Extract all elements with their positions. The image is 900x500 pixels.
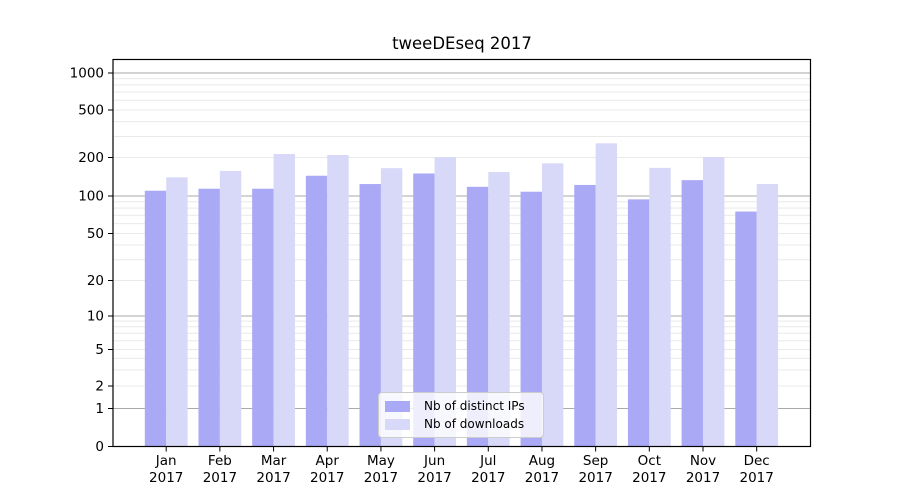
bar-downloads-mar (273, 153, 295, 447)
bar-distinct-ips-aug (520, 191, 542, 447)
bar-distinct-ips-mar (252, 188, 274, 447)
legend-item-downloads: Nb of downloads (385, 417, 537, 431)
plot-border (112, 58, 812, 448)
bar-distinct-ips-jul (466, 186, 489, 447)
bar-distinct-ips-may (359, 184, 381, 447)
bar-downloads-may (380, 168, 403, 447)
bar-downloads-apr (327, 154, 349, 447)
x-tick-label: May 2017 (364, 453, 398, 486)
x-tick-label: Mar 2017 (256, 453, 290, 486)
legend: Nb of distinct IPs Nb of downloads (378, 392, 544, 438)
legend-item-ips: Nb of distinct IPs (385, 399, 537, 413)
bar-distinct-ips-sep (574, 184, 596, 447)
bar-downloads-nov (703, 156, 725, 447)
legend-label-downloads: Nb of downloads (424, 417, 525, 431)
x-tick-label: Sep 2017 (578, 453, 612, 486)
x-tick-label: Dec 2017 (740, 453, 774, 486)
x-tick-label: Nov 2017 (686, 453, 720, 486)
x-tick-label: Jul 2017 (471, 453, 505, 486)
bar-downloads-jan (166, 177, 188, 447)
legend-label-distinct-ips: Nb of distinct IPs (424, 399, 525, 413)
y-tick-label: 10 (87, 309, 104, 325)
x-tick-label: Jun 2017 (417, 453, 451, 486)
y-tick-label: 1000 (70, 66, 104, 82)
bar-downloads-feb (219, 170, 242, 447)
legend-swatch-downloads (385, 418, 410, 430)
y-tick-label: 200 (78, 150, 104, 166)
bar-distinct-ips-apr (305, 175, 328, 447)
y-tick-label: 0 (95, 439, 104, 455)
bar-downloads-jun (434, 157, 456, 447)
bar-downloads-aug (541, 163, 564, 447)
x-tick-label: Feb 2017 (203, 453, 237, 486)
x-tick-label: Jan 2017 (149, 453, 183, 486)
bar-distinct-ips-dec (735, 211, 757, 447)
y-tick-label: 100 (78, 189, 104, 205)
y-tick-label: 500 (78, 103, 104, 119)
bar-downloads-sep (595, 143, 618, 447)
y-tick-label: 5 (95, 342, 104, 358)
bar-distinct-ips-nov (681, 180, 703, 447)
bar-distinct-ips-feb (198, 188, 220, 447)
bar-distinct-ips-oct (627, 199, 650, 447)
x-tick-label: Oct 2017 (632, 453, 666, 486)
bar-downloads-dec (756, 184, 779, 447)
chart-title: tweeDEseq 2017 (392, 34, 532, 53)
bar-distinct-ips-jan (144, 190, 167, 447)
y-tick-label: 1 (95, 401, 104, 417)
x-tick-label: Apr 2017 (310, 453, 344, 486)
x-tick-label: Aug 2017 (525, 453, 559, 486)
bar-downloads-oct (649, 167, 671, 447)
legend-swatch-distinct-ips (385, 400, 410, 412)
bar-distinct-ips-jun (413, 173, 435, 447)
y-tick-label: 2 (95, 379, 104, 395)
bar-downloads-jul (488, 172, 510, 447)
y-tick-label: 20 (87, 273, 104, 289)
y-tick-label: 50 (87, 226, 104, 242)
